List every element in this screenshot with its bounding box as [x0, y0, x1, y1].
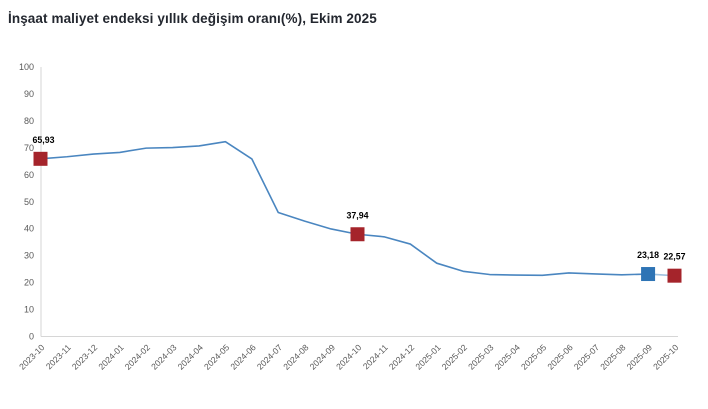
y-tick-label: 50	[24, 197, 34, 207]
y-tick-label: 100	[19, 62, 34, 72]
x-tick-label: 2024-11	[361, 342, 390, 371]
x-tick-label: 2023-10	[17, 342, 47, 372]
x-tick-label: 2024-06	[228, 342, 258, 372]
highlight-marker	[667, 268, 682, 283]
data-label: 23,18	[637, 250, 659, 260]
x-tick-label: 2025-01	[413, 342, 443, 372]
x-tick-label: 2024-02	[123, 342, 153, 372]
x-tick-label: 2024-05	[202, 342, 232, 372]
highlight-marker	[350, 227, 365, 242]
x-tick-label: 2024-08	[281, 342, 311, 372]
highlighted-points: 65,93 37,94 23,18 22,57	[32, 135, 686, 283]
x-tick-label: 2025-02	[440, 342, 470, 372]
x-tick-label: 2023-11	[44, 342, 73, 371]
x-tick-label: 2024-07	[255, 342, 285, 372]
x-tick-label: 2024-01	[96, 342, 126, 372]
x-axis-labels: 2023-102023-112023-122024-012024-022024-…	[17, 342, 681, 372]
data-label: 37,94	[346, 210, 368, 220]
highlight-marker	[641, 267, 656, 282]
data-label: 65,93	[32, 135, 54, 145]
x-tick-label: 2024-12	[387, 342, 417, 372]
y-tick-label: 70	[24, 143, 34, 153]
axes	[40, 67, 678, 337]
x-tick-label: 2024-09	[308, 342, 338, 372]
data-label: 22,57	[663, 252, 685, 262]
y-tick-label: 40	[24, 224, 34, 234]
x-tick-label: 2024-04	[176, 342, 206, 372]
x-tick-label: 2025-04	[493, 342, 523, 372]
y-tick-label: 10	[24, 305, 34, 315]
y-tick-label: 80	[24, 116, 34, 126]
x-tick-label: 2025-05	[519, 342, 549, 372]
x-tick-label: 2025-07	[572, 342, 602, 372]
x-tick-label: 2023-12	[70, 342, 100, 372]
x-tick-label: 2025-08	[598, 342, 628, 372]
y-axis-labels: 0 10 20 30 40 50 60 70 80 90 100	[19, 62, 34, 342]
x-tick-label: 2024-10	[334, 342, 364, 372]
y-tick-label: 60	[24, 170, 34, 180]
highlight-marker	[33, 151, 48, 166]
x-tick-label: 2025-03	[466, 342, 496, 372]
x-tick-label: 2024-03	[149, 342, 179, 372]
x-tick-label: 2025-09	[625, 342, 655, 372]
y-tick-label: 30	[24, 251, 34, 261]
y-tick-label: 90	[24, 89, 34, 99]
x-tick-label: 2025-10	[651, 342, 681, 372]
chart-title: İnşaat maliyet endeksi yıllık değişim or…	[8, 11, 377, 26]
y-tick-label: 20	[24, 278, 34, 288]
y-tick-label: 0	[29, 332, 34, 342]
series-line	[39, 140, 649, 277]
x-tick-label: 2025-06	[545, 342, 575, 372]
